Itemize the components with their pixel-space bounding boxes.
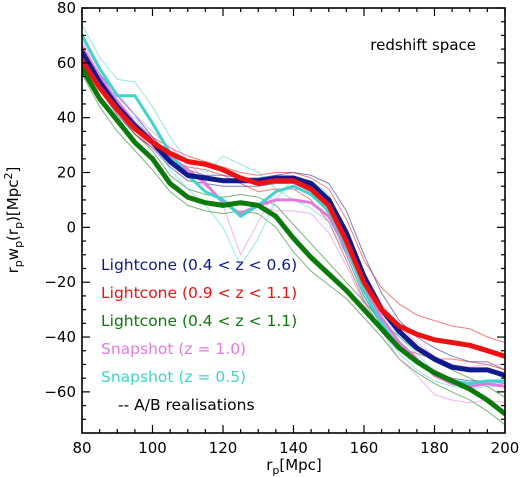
series-line-real_snap10_b <box>82 51 505 404</box>
x-axis-title-main: r <box>266 456 273 474</box>
legend-item-ab-realisations: -- A/B realisations <box>118 396 255 414</box>
series-line-real_lc0411_b <box>82 73 505 426</box>
plot-frame <box>81 7 506 434</box>
annotation-redshift-space: redshift space <box>370 36 476 54</box>
x-tick-label: 120 <box>209 439 238 457</box>
x-tick-label: 140 <box>279 439 308 457</box>
y-tick-label: −60 <box>44 383 76 401</box>
y-axis-title-part: w <box>4 248 22 260</box>
y-axis-title-part: (r <box>4 228 22 241</box>
y-axis-title-part: r <box>4 266 22 273</box>
legend-item-lightcone-04-11: Lightcone (0.4 < z < 1.1) <box>101 312 297 330</box>
y-tick-label: 40 <box>57 109 76 127</box>
legend-item-lightcone-09-11: Lightcone (0.9 < z < 1.1) <box>101 284 297 302</box>
x-axis-title: rp[Mpc] <box>266 456 322 477</box>
x-tick-label: 160 <box>350 439 379 457</box>
y-axis-title-part: 2 <box>2 173 15 180</box>
x-tick-label: 80 <box>72 439 91 457</box>
x-axis-title-unit: [Mpc] <box>279 456 321 474</box>
y-tick-label: −40 <box>44 328 76 346</box>
x-tick-label: 200 <box>491 439 520 457</box>
y-axis-title-part: )[Mpc <box>4 180 22 222</box>
x-tick-label: 100 <box>138 439 167 457</box>
legend-item-lightcone-04-06: Lightcone (0.4 < z < 0.6) <box>101 256 297 274</box>
y-tick-label: 80 <box>57 0 76 17</box>
legend-item-snapshot-z10: Snapshot (z = 1.0) <box>101 340 246 358</box>
y-tick-label: 60 <box>57 54 76 72</box>
series-line-real_lc09_a <box>82 62 505 343</box>
x-axis-title-sub: p <box>272 464 279 477</box>
series-line-lc_09_11 <box>82 57 505 359</box>
x-tick-label: 180 <box>420 439 449 457</box>
y-tick-label: −20 <box>44 273 76 291</box>
y-axis-title-part: p <box>12 241 25 248</box>
y-axis-title-part: ] <box>4 167 22 173</box>
y-axis-title-part: p <box>12 222 25 229</box>
series-layer <box>82 24 505 426</box>
legend: Lightcone (0.4 < z < 0.6) Lightcone (0.9… <box>101 256 297 414</box>
y-tick-label: 20 <box>57 164 76 182</box>
y-axis-title: rpwp(rp)[Mpc2] <box>2 167 25 274</box>
y-tick-label: 0 <box>66 218 76 236</box>
series-line-lc_04_11 <box>82 65 505 417</box>
y-axis-title-part: p <box>12 260 25 267</box>
legend-item-snapshot-z05: Snapshot (z = 0.5) <box>101 368 246 386</box>
